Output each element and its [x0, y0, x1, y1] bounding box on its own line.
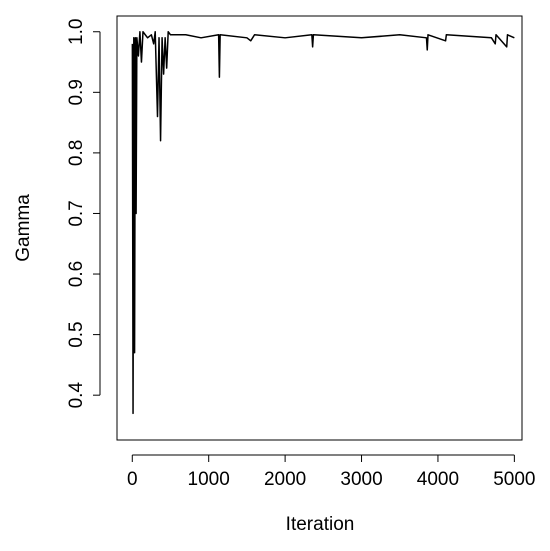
x-tick-label: 3000 [340, 469, 382, 490]
x-axis-label: Iteration [286, 514, 355, 535]
x-tick-label: 1000 [188, 469, 230, 490]
y-tick-label: 0.9 [66, 79, 87, 105]
y-tick-label: 0.4 [66, 382, 87, 409]
y-tick-label: 1.0 [66, 19, 87, 45]
x-tick-label: 4000 [417, 469, 459, 490]
y-tick-label: 0.5 [66, 321, 87, 347]
y-tick-label: 0.8 [66, 140, 87, 166]
y-axis-label: Gamma [13, 194, 34, 262]
y-tick-label: 0.7 [66, 200, 87, 226]
x-tick-label: 5000 [493, 469, 535, 490]
plot-frame [116, 15, 523, 441]
x-tick-label: 0 [127, 469, 138, 490]
x-tick-label: 2000 [264, 469, 306, 490]
data-line [131, 31, 515, 415]
y-tick-label: 0.6 [66, 261, 87, 287]
